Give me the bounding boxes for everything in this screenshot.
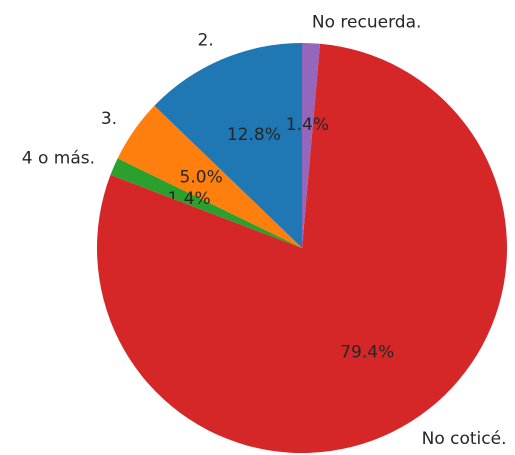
slice-label: 2. xyxy=(198,30,214,50)
value-label: 12.8% xyxy=(227,125,281,145)
pie-slice xyxy=(110,158,302,248)
value-label: 5.0% xyxy=(180,168,223,188)
pie-slice xyxy=(97,43,507,454)
pie-slice xyxy=(117,105,303,248)
pie-slice xyxy=(302,43,321,248)
slice-label: No coticé. xyxy=(422,429,507,449)
pie-slice xyxy=(154,43,302,248)
value-label: 1.4% xyxy=(286,115,329,135)
slice-label: 4 o más. xyxy=(22,148,95,168)
value-label: 79.4% xyxy=(340,342,394,362)
slice-label: 3. xyxy=(101,109,117,129)
slice-label: No recuerda. xyxy=(312,13,421,33)
